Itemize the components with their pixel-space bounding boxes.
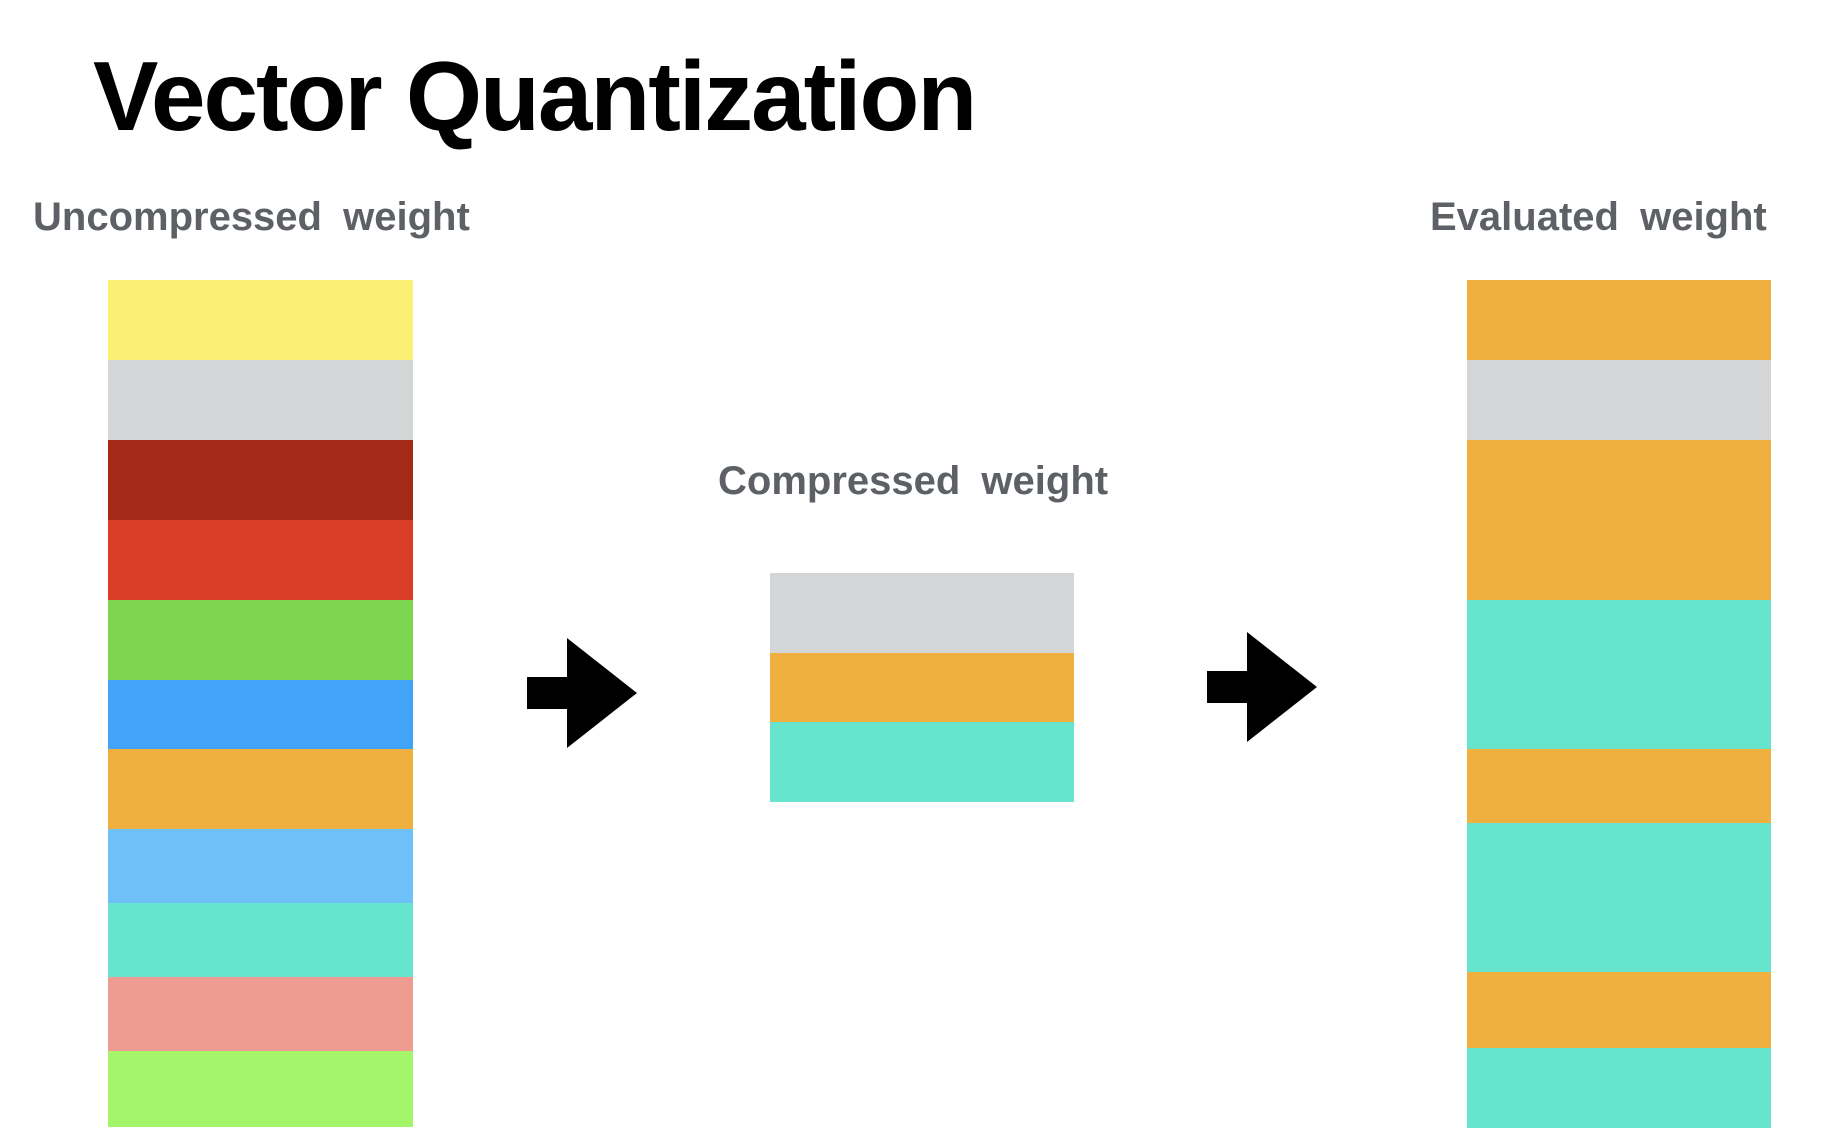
uncompressed-weight-block-red <box>108 520 413 600</box>
uncompressed-weight-block-lime <box>108 1051 413 1127</box>
evaluated-weight-block-teal <box>1467 823 1771 972</box>
right-arrow-icon <box>1207 632 1317 742</box>
compressed-weight-label: Compressed weight <box>718 459 1109 503</box>
evaluated-weight-block-gray <box>1467 360 1771 440</box>
uncompressed-weight-block-teal <box>108 903 413 977</box>
uncompressed-weight-block-light-blue <box>108 829 413 903</box>
evaluated-weight-block-orange <box>1467 520 1771 600</box>
compressed-weight-block-gray <box>770 573 1074 653</box>
compressed-weight-block-orange <box>770 653 1074 722</box>
compressed-weight-stack <box>770 573 1074 802</box>
uncompressed-weight-block-orange <box>108 749 413 829</box>
evaluated-weight-block-orange <box>1467 440 1771 520</box>
evaluated-weight-block-orange <box>1467 749 1771 823</box>
uncompressed-weight-stack <box>108 280 413 1127</box>
uncompressed-weight-block-dark-red <box>108 440 413 520</box>
uncompressed-weight-block-blue <box>108 680 413 749</box>
uncompressed-weight-block-salmon <box>108 977 413 1051</box>
uncompressed-weight-block-green <box>108 600 413 680</box>
page-title: Vector Quantization <box>93 41 977 151</box>
evaluated-weight-stack <box>1467 280 1771 1128</box>
right-arrow-icon <box>527 638 637 748</box>
evaluated-weight-block-teal <box>1467 600 1771 749</box>
evaluated-weight-block-orange <box>1467 972 1771 1048</box>
uncompressed-weight-block-yellow <box>108 280 413 360</box>
evaluated-weight-block-teal <box>1467 1048 1771 1128</box>
evaluated-weight-block-orange <box>1467 280 1771 360</box>
compressed-weight-block-teal <box>770 722 1074 802</box>
evaluated-weight-label: Evaluated weight <box>1430 195 1767 239</box>
uncompressed-weight-label: Uncompressed weight <box>33 195 470 239</box>
uncompressed-weight-block-gray <box>108 360 413 440</box>
